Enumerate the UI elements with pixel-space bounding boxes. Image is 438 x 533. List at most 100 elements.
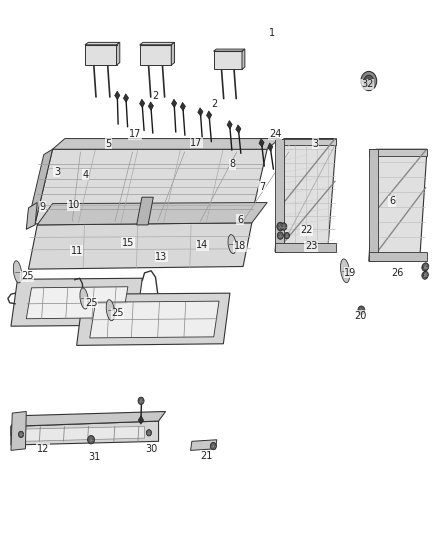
Text: 23: 23 (305, 241, 317, 251)
Polygon shape (259, 139, 264, 147)
Polygon shape (369, 149, 427, 156)
Text: 26: 26 (392, 268, 404, 278)
Text: 31: 31 (88, 453, 100, 462)
Polygon shape (214, 49, 245, 51)
Polygon shape (117, 43, 120, 65)
Circle shape (138, 397, 144, 405)
Polygon shape (140, 43, 174, 45)
Polygon shape (137, 197, 153, 225)
Text: 5: 5 (106, 139, 112, 149)
Polygon shape (275, 243, 336, 252)
Polygon shape (180, 102, 185, 111)
Text: 2: 2 (212, 99, 218, 109)
Polygon shape (369, 252, 427, 261)
Circle shape (423, 263, 429, 270)
Text: 6: 6 (389, 197, 395, 206)
Text: 18: 18 (234, 241, 246, 251)
Polygon shape (198, 108, 203, 116)
Polygon shape (85, 43, 120, 45)
Text: 24: 24 (269, 130, 281, 139)
Polygon shape (77, 293, 230, 345)
Ellipse shape (228, 235, 236, 254)
Circle shape (281, 223, 287, 230)
Text: 13: 13 (155, 252, 167, 262)
Polygon shape (35, 149, 267, 224)
Text: 30: 30 (145, 444, 157, 454)
Polygon shape (26, 149, 53, 229)
Polygon shape (172, 99, 177, 108)
Polygon shape (124, 94, 129, 102)
Polygon shape (28, 223, 252, 269)
Polygon shape (275, 139, 336, 252)
Polygon shape (11, 421, 159, 445)
Polygon shape (140, 45, 171, 65)
Text: 10: 10 (67, 200, 80, 210)
Polygon shape (236, 125, 241, 133)
Circle shape (422, 264, 428, 271)
Text: 25: 25 (111, 309, 124, 318)
Polygon shape (275, 139, 284, 252)
Text: 3: 3 (312, 139, 318, 149)
Polygon shape (11, 278, 142, 326)
Text: 32: 32 (361, 79, 373, 89)
Polygon shape (53, 139, 279, 149)
Ellipse shape (13, 261, 22, 283)
Ellipse shape (106, 300, 115, 321)
Text: 15: 15 (122, 238, 134, 247)
Text: 25: 25 (85, 298, 97, 308)
Polygon shape (115, 91, 120, 100)
Circle shape (422, 272, 428, 279)
Text: 2: 2 (152, 91, 159, 101)
Circle shape (423, 271, 428, 278)
Polygon shape (138, 416, 144, 424)
Text: 6: 6 (237, 215, 243, 224)
Ellipse shape (80, 288, 88, 309)
Text: 20: 20 (354, 311, 366, 320)
Circle shape (358, 306, 365, 314)
Text: 1: 1 (268, 28, 275, 38)
Circle shape (146, 430, 152, 436)
Polygon shape (11, 411, 166, 426)
Text: 4: 4 (82, 170, 88, 180)
Ellipse shape (340, 259, 350, 282)
Polygon shape (90, 301, 219, 338)
Polygon shape (85, 45, 117, 65)
Text: 9: 9 (40, 202, 46, 212)
Circle shape (210, 442, 216, 450)
Polygon shape (148, 102, 153, 110)
Circle shape (364, 75, 374, 87)
Circle shape (277, 232, 283, 239)
Circle shape (361, 71, 377, 91)
Polygon shape (369, 149, 378, 261)
Text: 8: 8 (229, 159, 235, 169)
Polygon shape (369, 149, 427, 261)
Text: 17: 17 (190, 138, 202, 148)
Polygon shape (206, 111, 212, 119)
Text: 7: 7 (259, 182, 265, 191)
Circle shape (277, 222, 284, 231)
Circle shape (18, 431, 24, 438)
Text: 11: 11 (71, 246, 83, 255)
Polygon shape (37, 203, 267, 225)
Polygon shape (227, 120, 232, 129)
Text: 19: 19 (344, 268, 357, 278)
Text: 14: 14 (196, 240, 208, 250)
Polygon shape (242, 49, 245, 69)
Polygon shape (26, 203, 37, 229)
Polygon shape (11, 416, 18, 436)
Polygon shape (268, 143, 273, 151)
Polygon shape (214, 51, 242, 69)
Circle shape (88, 435, 95, 444)
Text: 25: 25 (21, 271, 33, 281)
Polygon shape (275, 139, 336, 145)
Polygon shape (139, 99, 145, 108)
Polygon shape (171, 43, 174, 65)
Polygon shape (24, 426, 145, 441)
Text: 12: 12 (37, 444, 49, 454)
Polygon shape (11, 411, 26, 450)
Text: 22: 22 (300, 225, 313, 235)
Text: 17: 17 (129, 130, 141, 139)
Polygon shape (191, 440, 217, 450)
Circle shape (284, 232, 290, 239)
Text: 3: 3 (54, 167, 60, 176)
